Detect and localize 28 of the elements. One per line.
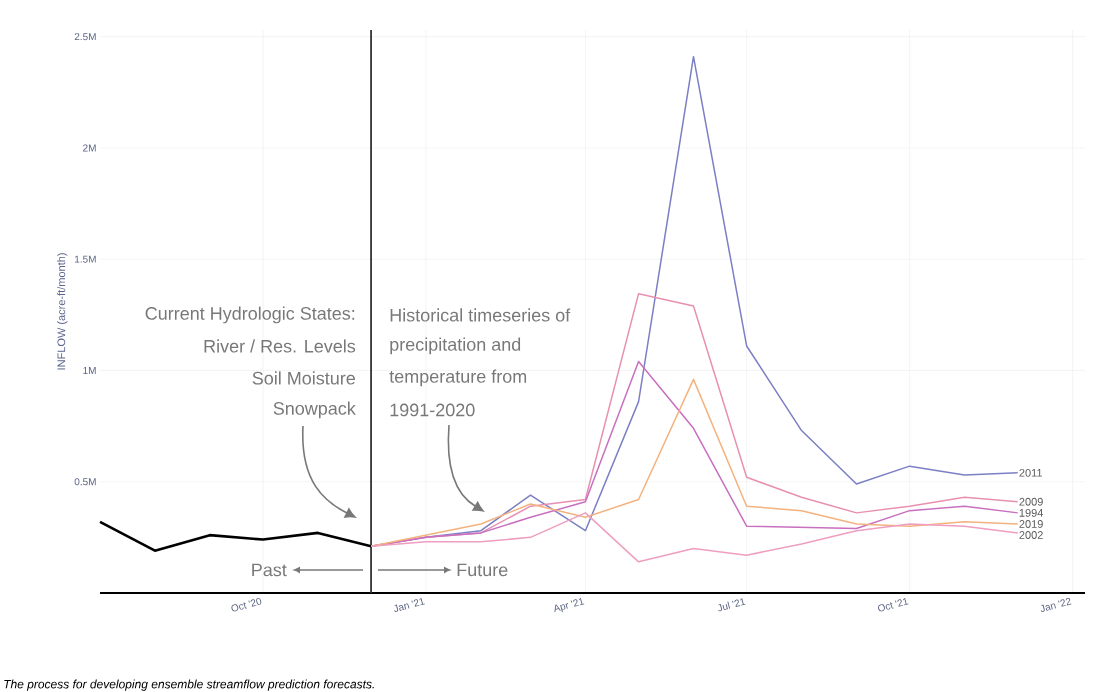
annotation: precipitation and [390,337,521,355]
x-tick-label: Oct '21 [878,597,909,612]
annotation: Soil Moisture [252,371,355,385]
annotation: Past [252,563,287,577]
x-tick-label: Apr '21 [554,597,585,613]
series-label: 2019 [1019,520,1043,528]
y-axis-title: INFLOW (acre-ft/month) [57,253,68,370]
series-label: 2009 [1019,497,1043,506]
series-label: 1994 [1019,508,1044,517]
x-tick-label: Jan '21 [394,597,425,612]
y-tick-label: 2.5M [74,33,96,41]
y-tick-label: 0.5M [74,478,96,486]
annotation: 1991-2020 [390,403,475,417]
annotation: Future [457,563,508,577]
y-tick-label: 2M [83,144,96,152]
annotation: Historical timeseries of [390,308,571,322]
x-tick-label: Oct '20 [231,597,262,612]
annotation: temperature from [389,369,527,387]
text: The process for developing ensemble streamflow prediction forecasts. [4,679,374,691]
annotation: Snowpack [273,401,356,419]
y-tick-label: 1M [83,367,96,374]
series-label: 2002 [1019,531,1043,539]
y-tick-label: 1.5M [75,255,96,263]
x-tick-label: Jan '22 [1040,597,1072,612]
x-tick-label: Jul '21 [718,598,746,612]
annotation: River / Res. Levels [204,339,356,353]
series-label: 2011 [1019,468,1043,477]
annotation: Current Hydrologic States: [145,306,355,324]
